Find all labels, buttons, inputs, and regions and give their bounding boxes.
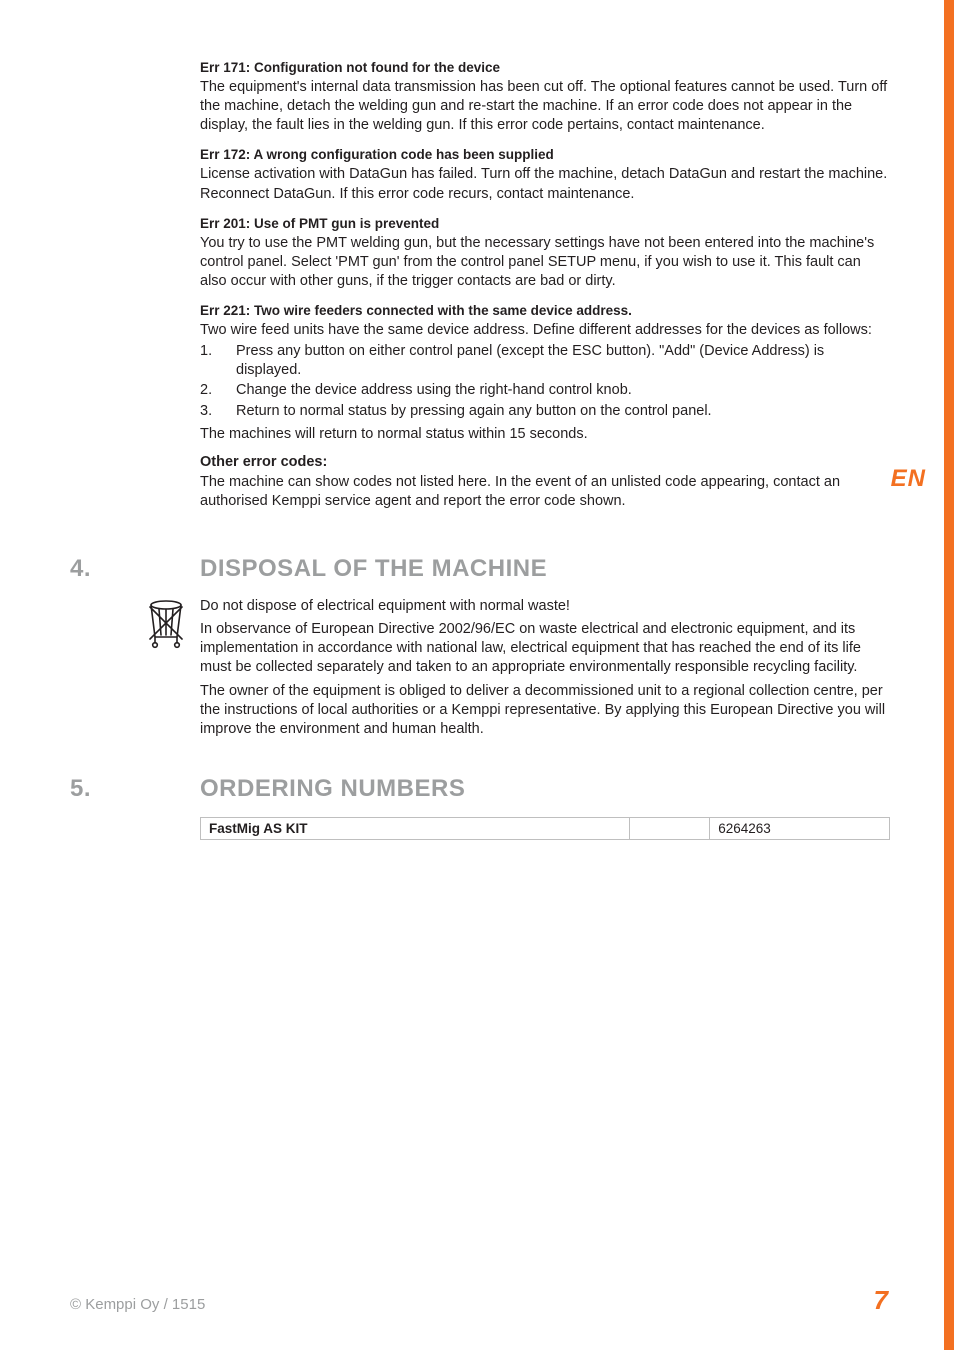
- page-container: Err 171: Configuration not found for the…: [0, 0, 954, 1350]
- err-title: Err 172: A wrong configuration code has …: [200, 147, 890, 162]
- err-title: Err 201: Use of PMT gun is prevented: [200, 216, 890, 231]
- err-body: You try to use the PMT welding gun, but …: [200, 234, 890, 291]
- order-table-wrap: FastMig AS KIT 6264263: [200, 817, 890, 840]
- other-errors-title: Other error codes:: [200, 454, 890, 470]
- step-item: Press any button on either control panel…: [200, 342, 890, 380]
- table-cell-spacer: [630, 817, 710, 839]
- other-errors-body: The machine can show codes not listed he…: [200, 473, 890, 511]
- section-header: 5. ORDERING NUMBERS: [70, 775, 884, 803]
- err-body: The equipment's internal data transmissi…: [200, 78, 890, 135]
- section-number: 5.: [70, 775, 200, 803]
- ordering-table: FastMig AS KIT 6264263: [200, 817, 890, 840]
- weee-bin-icon: [144, 599, 188, 656]
- step-item: Change the device address using the righ…: [200, 381, 890, 400]
- page-number: 7: [874, 1285, 924, 1316]
- disposal-p1: Do not dispose of electrical equipment w…: [200, 597, 890, 616]
- err-title: Err 221: Two wire feeders connected with…: [200, 303, 890, 318]
- step-item: Return to normal status by pressing agai…: [200, 402, 890, 421]
- err-title: Err 171: Configuration not found for the…: [200, 60, 890, 75]
- section-header: 4. DISPOSAL OF THE MACHINE: [70, 555, 884, 583]
- table-cell-product: FastMig AS KIT: [201, 817, 630, 839]
- err-body: License activation with DataGun has fail…: [200, 165, 890, 203]
- table-row: FastMig AS KIT 6264263: [201, 817, 890, 839]
- section-number: 4.: [70, 555, 200, 583]
- page-footer: © Kemppi Oy / 1515 7: [70, 1285, 924, 1316]
- section-title: DISPOSAL OF THE MACHINE: [200, 555, 547, 583]
- err-steps: Press any button on either control panel…: [200, 342, 890, 421]
- disposal-p2: In observance of European Directive 2002…: [200, 620, 890, 677]
- errors-section: Err 171: Configuration not found for the…: [200, 60, 890, 511]
- table-cell-code: 6264263: [710, 817, 890, 839]
- disposal-p3: The owner of the equipment is obliged to…: [200, 682, 890, 739]
- err-body: Two wire feed units have the same device…: [200, 321, 890, 340]
- copyright: © Kemppi Oy / 1515: [70, 1296, 205, 1313]
- section-title: ORDERING NUMBERS: [200, 775, 465, 803]
- disposal-body: Do not dispose of electrical equipment w…: [200, 597, 890, 739]
- err-tail: The machines will return to normal statu…: [200, 425, 890, 444]
